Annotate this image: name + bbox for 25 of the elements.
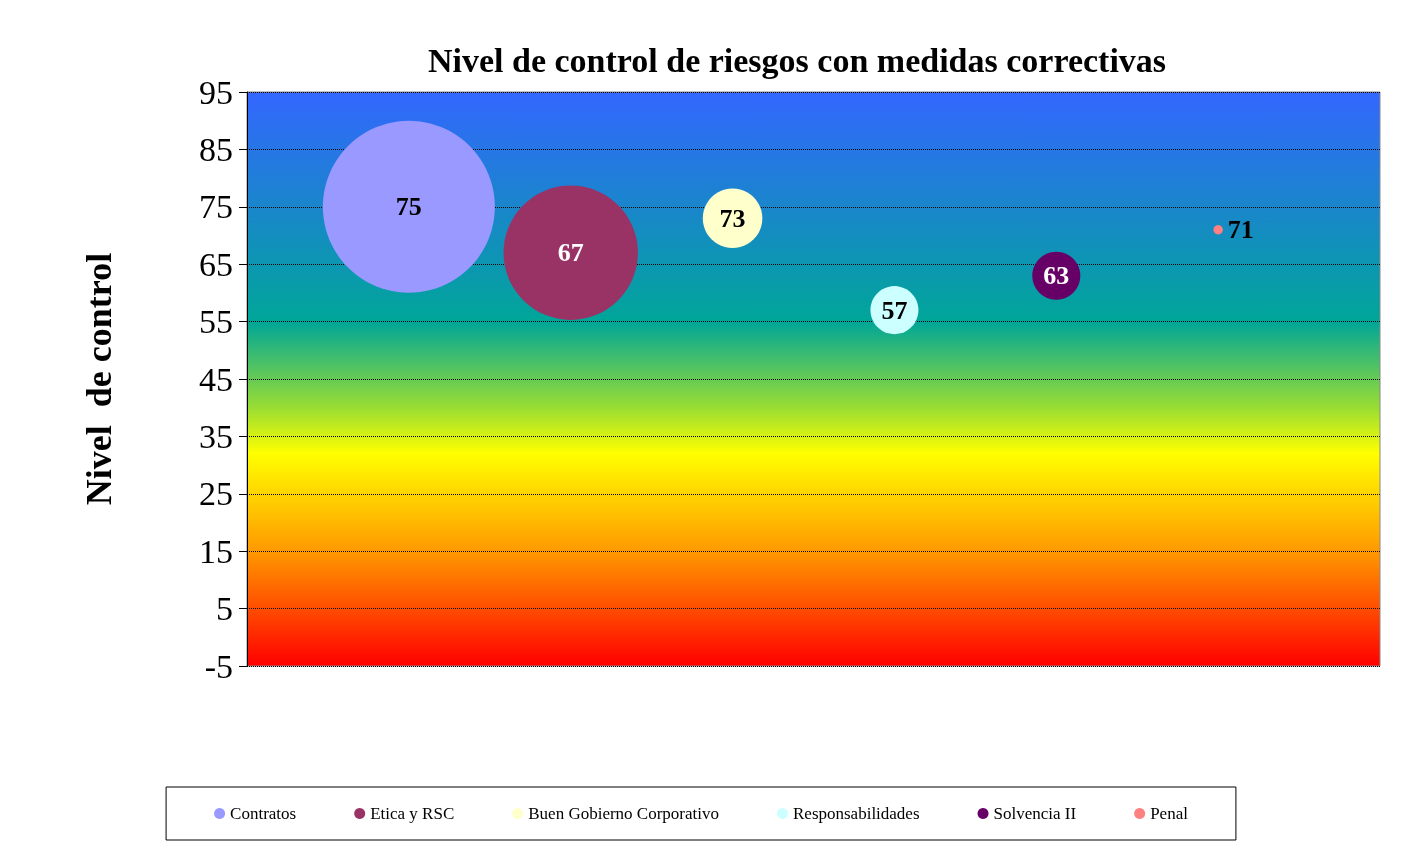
y-tick-label: 95	[199, 73, 233, 111]
y-tick-label: -5	[204, 647, 233, 685]
data-label: 67	[557, 238, 584, 268]
legend-label: Solvencia II	[993, 804, 1077, 823]
y-tick-label: 85	[199, 130, 233, 168]
y-axis-title: Nivel de control	[79, 252, 119, 506]
y-tick-label: 65	[199, 245, 233, 283]
y-tick-label: 75	[199, 188, 233, 226]
y-tick-label: 35	[199, 417, 233, 455]
data-label: 71	[1227, 215, 1254, 245]
legend-label: Buen Gobierno Corporativo	[528, 804, 719, 823]
y-tick-label: 15	[199, 532, 233, 570]
legend-label: Responsabilidades	[792, 804, 920, 823]
chart-title: Nivel de control de riesgos con medidas correctivas	[427, 41, 1167, 79]
data-label: 75	[395, 192, 422, 222]
y-tick-label: 45	[199, 360, 233, 398]
legend-label: Penal	[1150, 804, 1189, 823]
legend-label: Etica y RSC	[370, 804, 455, 823]
y-tick-label: 5	[216, 590, 233, 628]
y-tick-label: 55	[199, 303, 233, 341]
data-label: 73	[719, 203, 746, 233]
data-label: 57	[881, 295, 908, 325]
legend-label: Contratos	[230, 804, 297, 823]
y-tick-label: 25	[199, 475, 233, 513]
data-label: 63	[1043, 261, 1070, 291]
